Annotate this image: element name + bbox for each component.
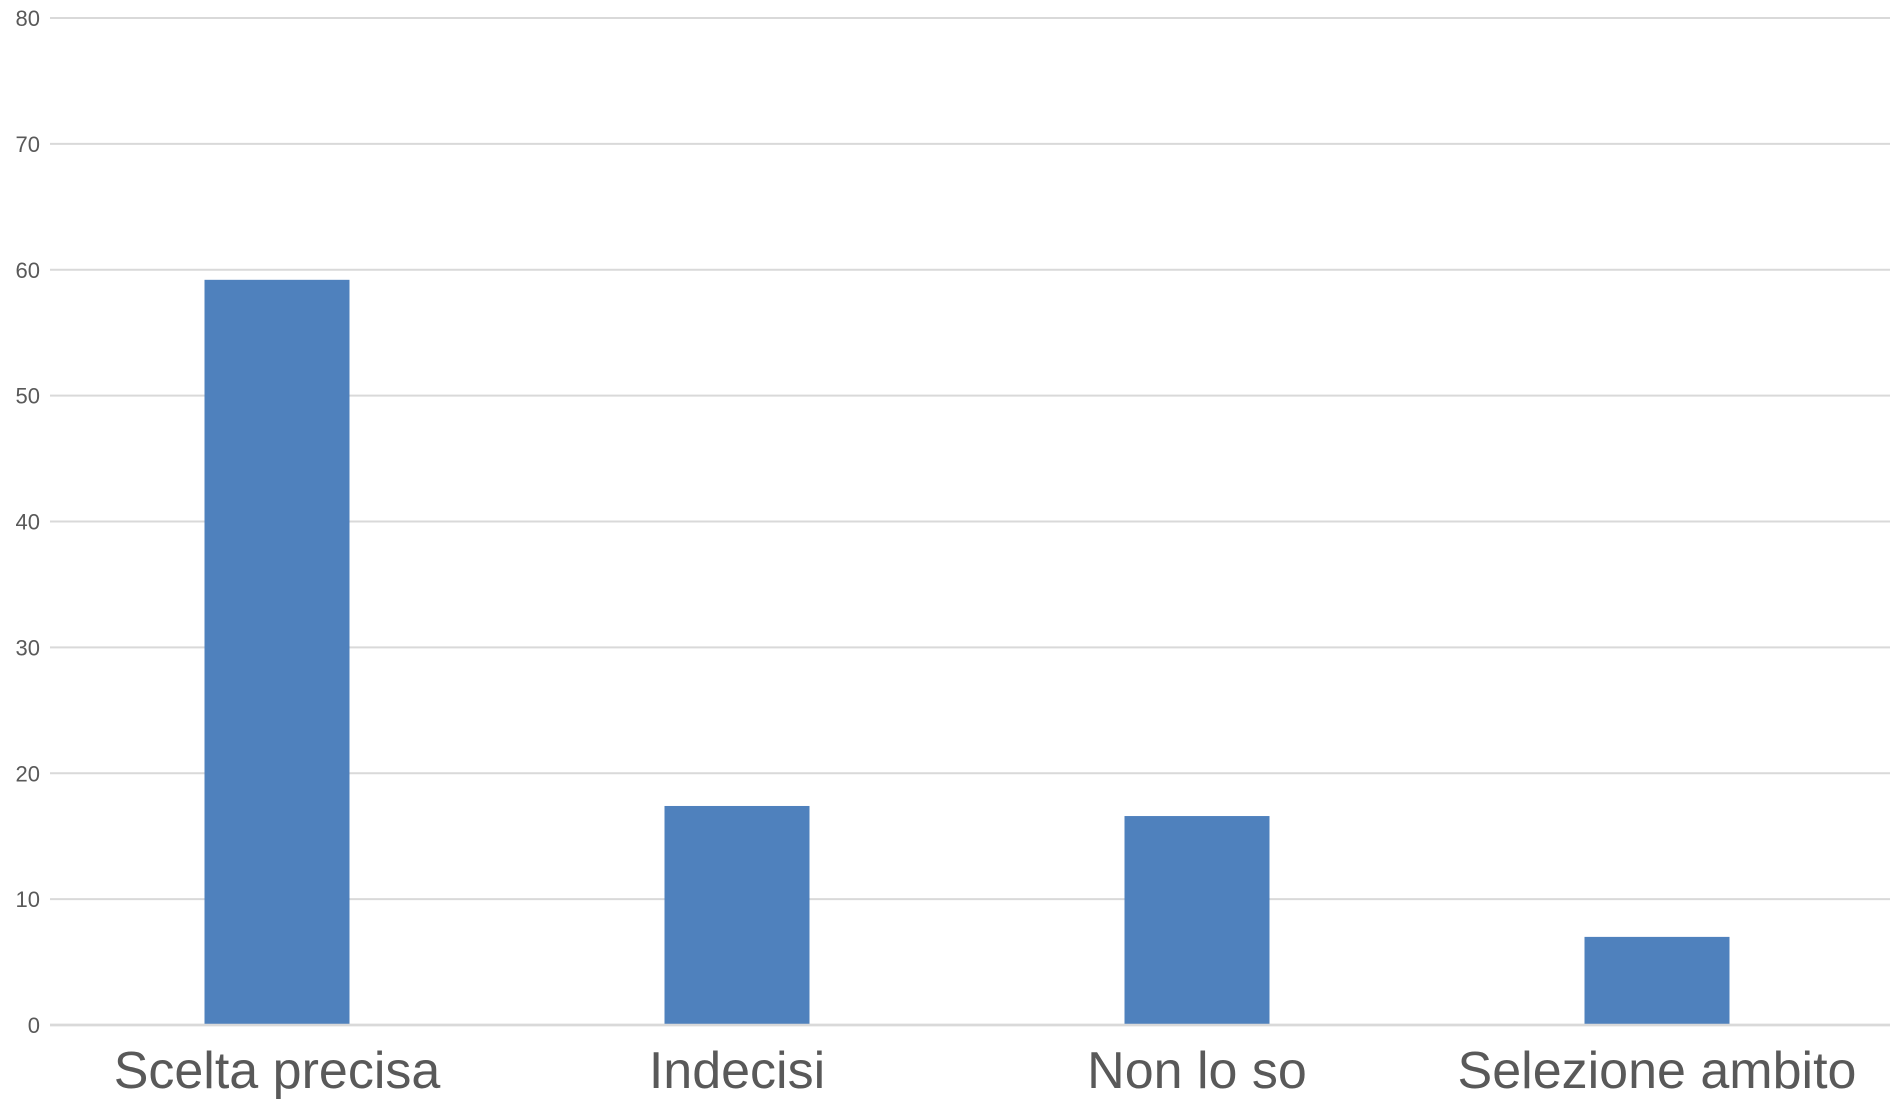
y-tick-label-80: 80 [16,6,40,31]
bar-3 [1124,816,1270,1025]
y-tick-label-70: 70 [16,132,40,157]
y-tick-label-50: 50 [16,384,40,409]
gridlines [50,17,1890,1027]
bars [50,279,1890,1027]
x-tick-label-2: Indecisi [649,1042,825,1100]
bar-4 [1584,936,1730,1025]
bar-2 [664,805,810,1025]
x-tick-label-4: Selezione ambito [1458,1042,1857,1100]
y-tick-label-40: 40 [16,510,40,535]
y-tick-label-30: 30 [16,635,40,660]
y-tick-label-20: 20 [16,761,40,786]
x-axis-labels: Scelta precisa Indecisi Non lo so Selezione… [114,1042,1857,1100]
bar-1 [204,279,350,1025]
x-tick-label-3: Non lo so [1087,1042,1307,1100]
y-tick-label-60: 60 [16,258,40,283]
y-tick-label-0: 0 [28,1013,40,1038]
y-axis-ticks: 0 10 20 30 40 50 60 70 80 [16,6,40,1038]
y-tick-label-10: 10 [16,887,40,912]
x-tick-label-1: Scelta precisa [114,1042,441,1100]
